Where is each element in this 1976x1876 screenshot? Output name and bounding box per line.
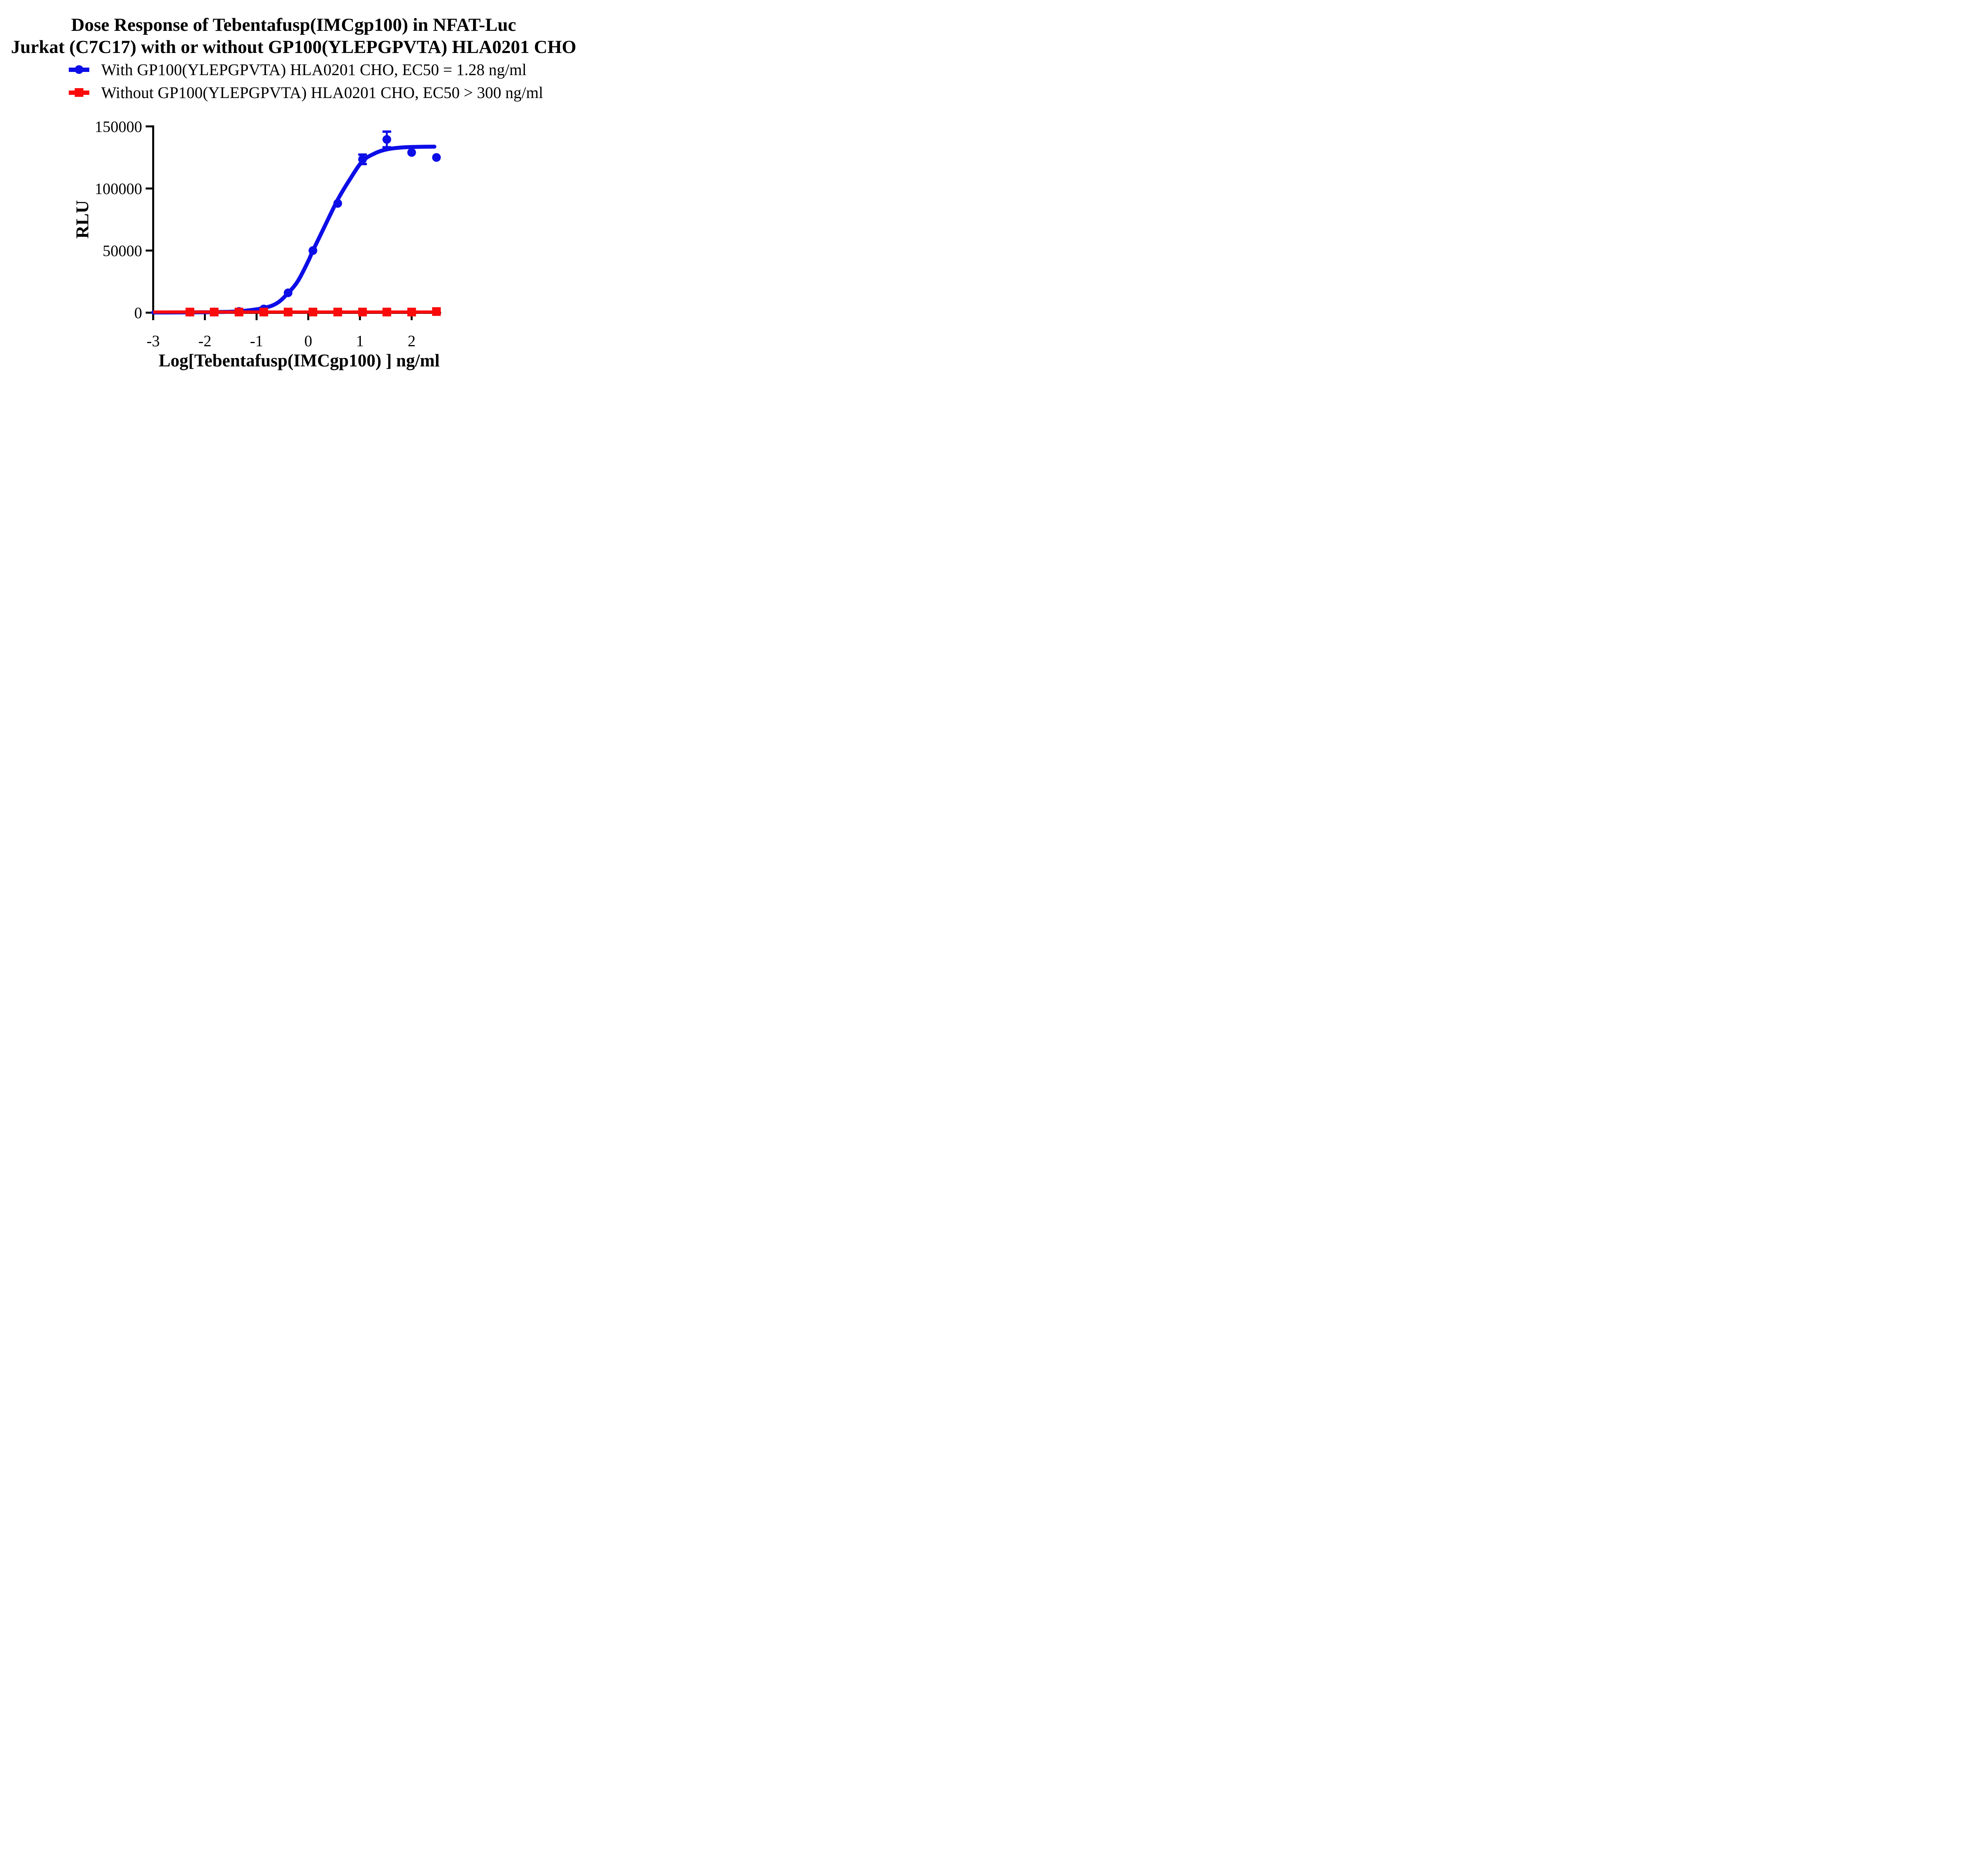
data-point-square xyxy=(209,308,219,317)
data-point-square xyxy=(259,308,268,317)
data-point-square xyxy=(407,308,416,317)
data-point-circle xyxy=(283,288,292,297)
y-tick-label: 50000 xyxy=(103,242,142,260)
legend-line-red xyxy=(69,88,89,97)
legend-line-blue xyxy=(69,65,89,74)
data-point-circle xyxy=(358,155,367,164)
data-point-square xyxy=(358,308,367,317)
y-tick-label: 150000 xyxy=(95,118,142,136)
chart-page: { "title": { "line1": "Dose Response of … xyxy=(0,0,587,376)
data-point-square xyxy=(432,307,441,316)
chart-title-line2: Jurkat (C7C17) with or without GP100(YLE… xyxy=(11,37,577,57)
blue-fit-curve xyxy=(151,145,437,315)
data-point-square xyxy=(283,308,292,317)
chart-title-line1: Dose Response of Tebentafusp(IMCgp100) i… xyxy=(71,15,516,35)
legend-item-with-gp100: With GP100(YLEPGPVTA) HLA0201 CHO, EC50 … xyxy=(69,60,526,79)
y-tick-label: 100000 xyxy=(95,180,142,198)
data-point-circle xyxy=(308,246,317,255)
x-tick-label: 0 xyxy=(304,332,312,350)
data-point-square xyxy=(308,308,317,317)
data-point-square xyxy=(234,308,243,317)
data-point-circle xyxy=(407,148,416,157)
data-point-circle xyxy=(432,153,441,162)
x-tick-label: -2 xyxy=(198,332,211,350)
x-tick-label: -1 xyxy=(250,332,263,350)
blue-series-points xyxy=(185,135,441,317)
data-point-circle xyxy=(382,135,391,144)
y-tick-label: 0 xyxy=(134,304,142,322)
x-tick-label: -3 xyxy=(147,332,160,350)
x-axis-title: Log[Tebentafusp(IMCgp100) ] ng/ml xyxy=(158,351,440,370)
circle-marker-icon xyxy=(75,65,83,74)
red-series-points xyxy=(185,307,441,317)
data-point-square xyxy=(185,308,194,317)
legend-label: With GP100(YLEPGPVTA) HLA0201 CHO, EC50 … xyxy=(101,60,527,79)
legend-label: Without GP100(YLEPGPVTA) HLA0201 CHO, EC… xyxy=(101,83,543,102)
data-point-square xyxy=(333,308,342,317)
x-tick-label: 2 xyxy=(408,332,416,350)
data-point-square xyxy=(382,308,391,317)
legend-item-without-gp100: Without GP100(YLEPGPVTA) HLA0201 CHO, EC… xyxy=(69,83,543,102)
square-marker-icon xyxy=(75,88,83,97)
data-point-circle xyxy=(333,199,342,208)
x-tick-label: 1 xyxy=(356,332,364,350)
dose-response-plot: 0 50000 100000 150000 -3 -2 -1 0 1 2 xyxy=(95,118,441,350)
